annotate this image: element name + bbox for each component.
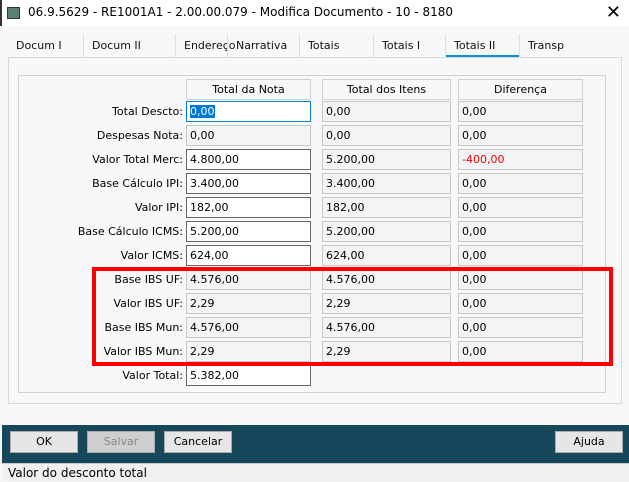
diferenca-field: 0,00 <box>458 101 583 122</box>
total-nota-field[interactable]: 3.400,00 <box>186 173 311 194</box>
total-nota-field[interactable]: 2,29 <box>186 293 311 314</box>
total-itens-field: 0,00 <box>322 101 451 122</box>
diferenca-field: -400,00 <box>458 149 583 170</box>
totals-group <box>18 75 606 393</box>
total-nota-field[interactable]: 4.576,00 <box>186 317 311 338</box>
diferenca-field: 0,00 <box>458 293 583 314</box>
total-itens-field: 624,00 <box>322 245 451 266</box>
column-header-total-itens: Total dos Itens <box>322 79 451 100</box>
field-label: Valor ICMS: <box>120 249 183 262</box>
total-itens-field: 2,29 <box>322 293 451 314</box>
tab-docum-i[interactable]: Docum I <box>16 39 62 52</box>
field-label: Valor Total Merc: <box>92 153 183 166</box>
tab-narrativa[interactable]: Narrativa <box>227 34 299 58</box>
total-itens-field: 5.200,00 <box>322 221 451 242</box>
diferenca-field: 0,00 <box>458 245 583 266</box>
total-nota-field[interactable]: 4.800,00 <box>186 149 311 170</box>
total-itens-field: 5.200,00 <box>322 149 451 170</box>
field-label: Valor IBS Mun: <box>103 345 183 358</box>
total-itens-field: 2,29 <box>322 341 451 362</box>
ajuda-button[interactable]: Ajuda <box>555 431 623 453</box>
diferenca-field: 0,00 <box>458 125 583 146</box>
field-label: Base Cálculo ICMS: <box>77 225 183 238</box>
field-label: Base IBS Mun: <box>104 321 184 334</box>
title-bar: 06.9.5629 - RE1001A1 - 2.00.00.079 - Mod… <box>0 0 629 26</box>
total-itens-field: 4.576,00 <box>322 317 451 338</box>
valor-total-field[interactable]: 5.382,00 <box>186 365 311 386</box>
column-header-total-nota: Total da Nota <box>186 79 311 100</box>
selected-text: 0,00 <box>190 105 215 118</box>
diferenca-field: 0,00 <box>458 269 583 290</box>
total-nota-field[interactable]: 0,00 <box>186 101 311 122</box>
salvar-button[interactable]: Salvar <box>87 431 155 453</box>
total-itens-field: 4.576,00 <box>322 269 451 290</box>
diferenca-field: 0,00 <box>458 317 583 338</box>
total-nota-field[interactable]: 624,00 <box>186 245 311 266</box>
total-nota-field[interactable]: 0,00 <box>186 125 311 146</box>
total-itens-field: 3.400,00 <box>322 173 451 194</box>
field-label: Base Cálculo IPI: <box>92 177 183 190</box>
diferenca-field: 0,00 <box>458 221 583 242</box>
column-header-diferenca: Diferença <box>458 79 583 100</box>
tab-totais-ii[interactable]: Totais II <box>445 34 519 58</box>
tab-totais[interactable]: Totais <box>299 34 373 58</box>
app-icon <box>7 7 20 19</box>
field-label: Total Descto: <box>112 105 183 118</box>
window-title: 06.9.5629 - RE1001A1 - 2.00.00.079 - Mod… <box>28 5 453 19</box>
total-nota-field[interactable]: 5.200,00 <box>186 221 311 242</box>
diferenca-field: 0,00 <box>458 197 583 218</box>
ok-button[interactable]: OK <box>10 431 78 453</box>
field-label: Valor IBS UF: <box>113 297 183 310</box>
diferenca-field: 0,00 <box>458 173 583 194</box>
close-icon[interactable]: ✕ <box>605 2 621 23</box>
tab-transp[interactable]: Transp <box>519 34 593 58</box>
status-bar: Valor do desconto total <box>2 463 629 481</box>
field-label: Base IBS UF: <box>114 273 183 286</box>
total-nota-field[interactable]: 4.576,00 <box>186 269 311 290</box>
total-nota-field[interactable]: 182,00 <box>186 197 311 218</box>
total-itens-field: 0,00 <box>322 125 451 146</box>
field-label: Despesas Nota: <box>96 129 183 142</box>
field-label: Valor Total: <box>122 369 183 382</box>
tab-docum-ii[interactable]: Docum II <box>83 34 175 58</box>
tab-strip: Docum I Docum II Endereço Narrativa Totais To… <box>8 34 608 58</box>
total-nota-field[interactable]: 2,29 <box>186 341 311 362</box>
total-itens-field: 182,00 <box>322 197 451 218</box>
tab-endereco[interactable]: Endereço <box>175 34 236 58</box>
field-label: Valor IPI: <box>134 201 183 214</box>
button-bar: OK Salvar Cancelar Ajuda <box>2 425 629 463</box>
tab-totais-i[interactable]: Totais I <box>373 34 445 58</box>
cancelar-button[interactable]: Cancelar <box>164 431 232 453</box>
diferenca-field: 0,00 <box>458 341 583 362</box>
